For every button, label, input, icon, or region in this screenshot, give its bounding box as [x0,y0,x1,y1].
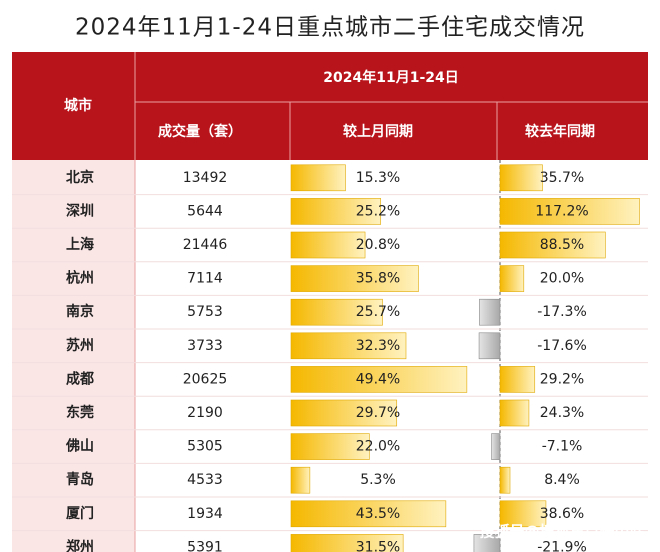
mom-label: 15.3% [356,170,400,186]
mom-bar [290,231,366,259]
mom-label: 25.7% [356,304,400,320]
table-header [12,52,648,160]
header-yoy: 较去年同期 [525,123,595,140]
volume: 13492 [183,170,228,186]
yoy-label: 88.5% [540,237,584,253]
yoy-label: -17.3% [537,304,587,320]
city: 深圳 [66,202,94,219]
table-body: 北京 13492 15.3% 35.7% 深圳 5644 25.2% 117.2% 上海 2144… [12,164,648,552]
city-column-bg [12,160,135,552]
volume: 21446 [183,237,228,253]
yoy-bar [491,433,501,460]
mom-bar [290,366,468,393]
yoy-bar [499,164,543,192]
yoy-label: 35.7% [540,170,584,186]
mom-label: 32.3% [356,338,400,354]
yoy-bar [473,534,501,552]
volume: 7114 [187,271,223,287]
mom-bar [290,164,346,192]
yoy-bar [478,332,501,360]
yoy-label: 117.2% [535,203,588,219]
mom-bar [290,399,398,427]
mom-bar [290,500,447,528]
mom-label: 43.5% [356,506,400,522]
volume: 5753 [187,304,223,320]
volume: 5644 [187,203,223,219]
header-volume: 成交量（套） [158,123,242,140]
yoy-bar [499,198,640,225]
mom-label: 5.3% [360,472,396,488]
yoy-label: 8.4% [544,472,580,488]
city: 上海 [66,236,94,253]
mom-bar [290,466,311,494]
header-period: 2024年11月1-24日 [323,69,458,86]
city: 成都 [66,370,94,387]
city: 青岛 [66,471,94,488]
header-mom: 较上月同期 [343,123,413,140]
yoy-label: -21.9% [537,539,587,552]
yoy-label: 24.3% [540,405,584,421]
volume: 3733 [187,338,223,354]
yoy-label: -17.6% [537,338,587,354]
yoy-label: -7.1% [542,439,583,455]
mom-label: 35.8% [356,271,400,287]
mom-label: 29.7% [356,405,400,421]
volume: 5305 [187,439,223,455]
city: 苏州 [66,337,94,354]
yoy-label: 20.0% [540,271,584,287]
mom-bar [290,332,407,360]
volume: 5391 [187,539,223,552]
yoy-bar [499,366,536,393]
mom-bar [290,198,382,225]
mom-bar [290,298,383,326]
mom-label: 49.4% [356,371,400,387]
city: 东莞 [66,404,94,421]
header-city: 城市 [64,97,92,114]
yoy-bar [499,500,547,528]
yoy-bar [479,298,501,326]
watermark: 搜狐号@搜狐焦点鞍山站 [479,523,644,541]
city: 北京 [66,169,94,186]
city: 杭州 [66,270,94,287]
mom-bar [290,265,419,292]
yoy-label: 29.2% [540,371,584,387]
city: 厦门 [66,505,94,522]
yoy-bar [499,466,511,494]
mom-label: 25.2% [356,203,400,219]
yoy-label: 38.6% [540,506,584,522]
yoy-bar [499,231,606,259]
city: 南京 [66,303,94,320]
volume: 2190 [187,405,223,421]
volume: 20625 [183,371,228,387]
yoy-bar [499,265,525,292]
mom-label: 31.5% [356,539,400,552]
city: 郑州 [66,538,94,552]
mom-label: 22.0% [356,439,400,455]
mom-label: 20.8% [356,237,400,253]
mom-bar [290,534,404,552]
title: 2024年11月1-24日重点城市二手住宅成交情况 [75,15,585,41]
mom-bar [290,433,370,460]
yoy-bar [499,399,530,427]
city: 佛山 [65,438,94,455]
volume: 1934 [187,506,223,522]
volume: 4533 [187,472,223,488]
